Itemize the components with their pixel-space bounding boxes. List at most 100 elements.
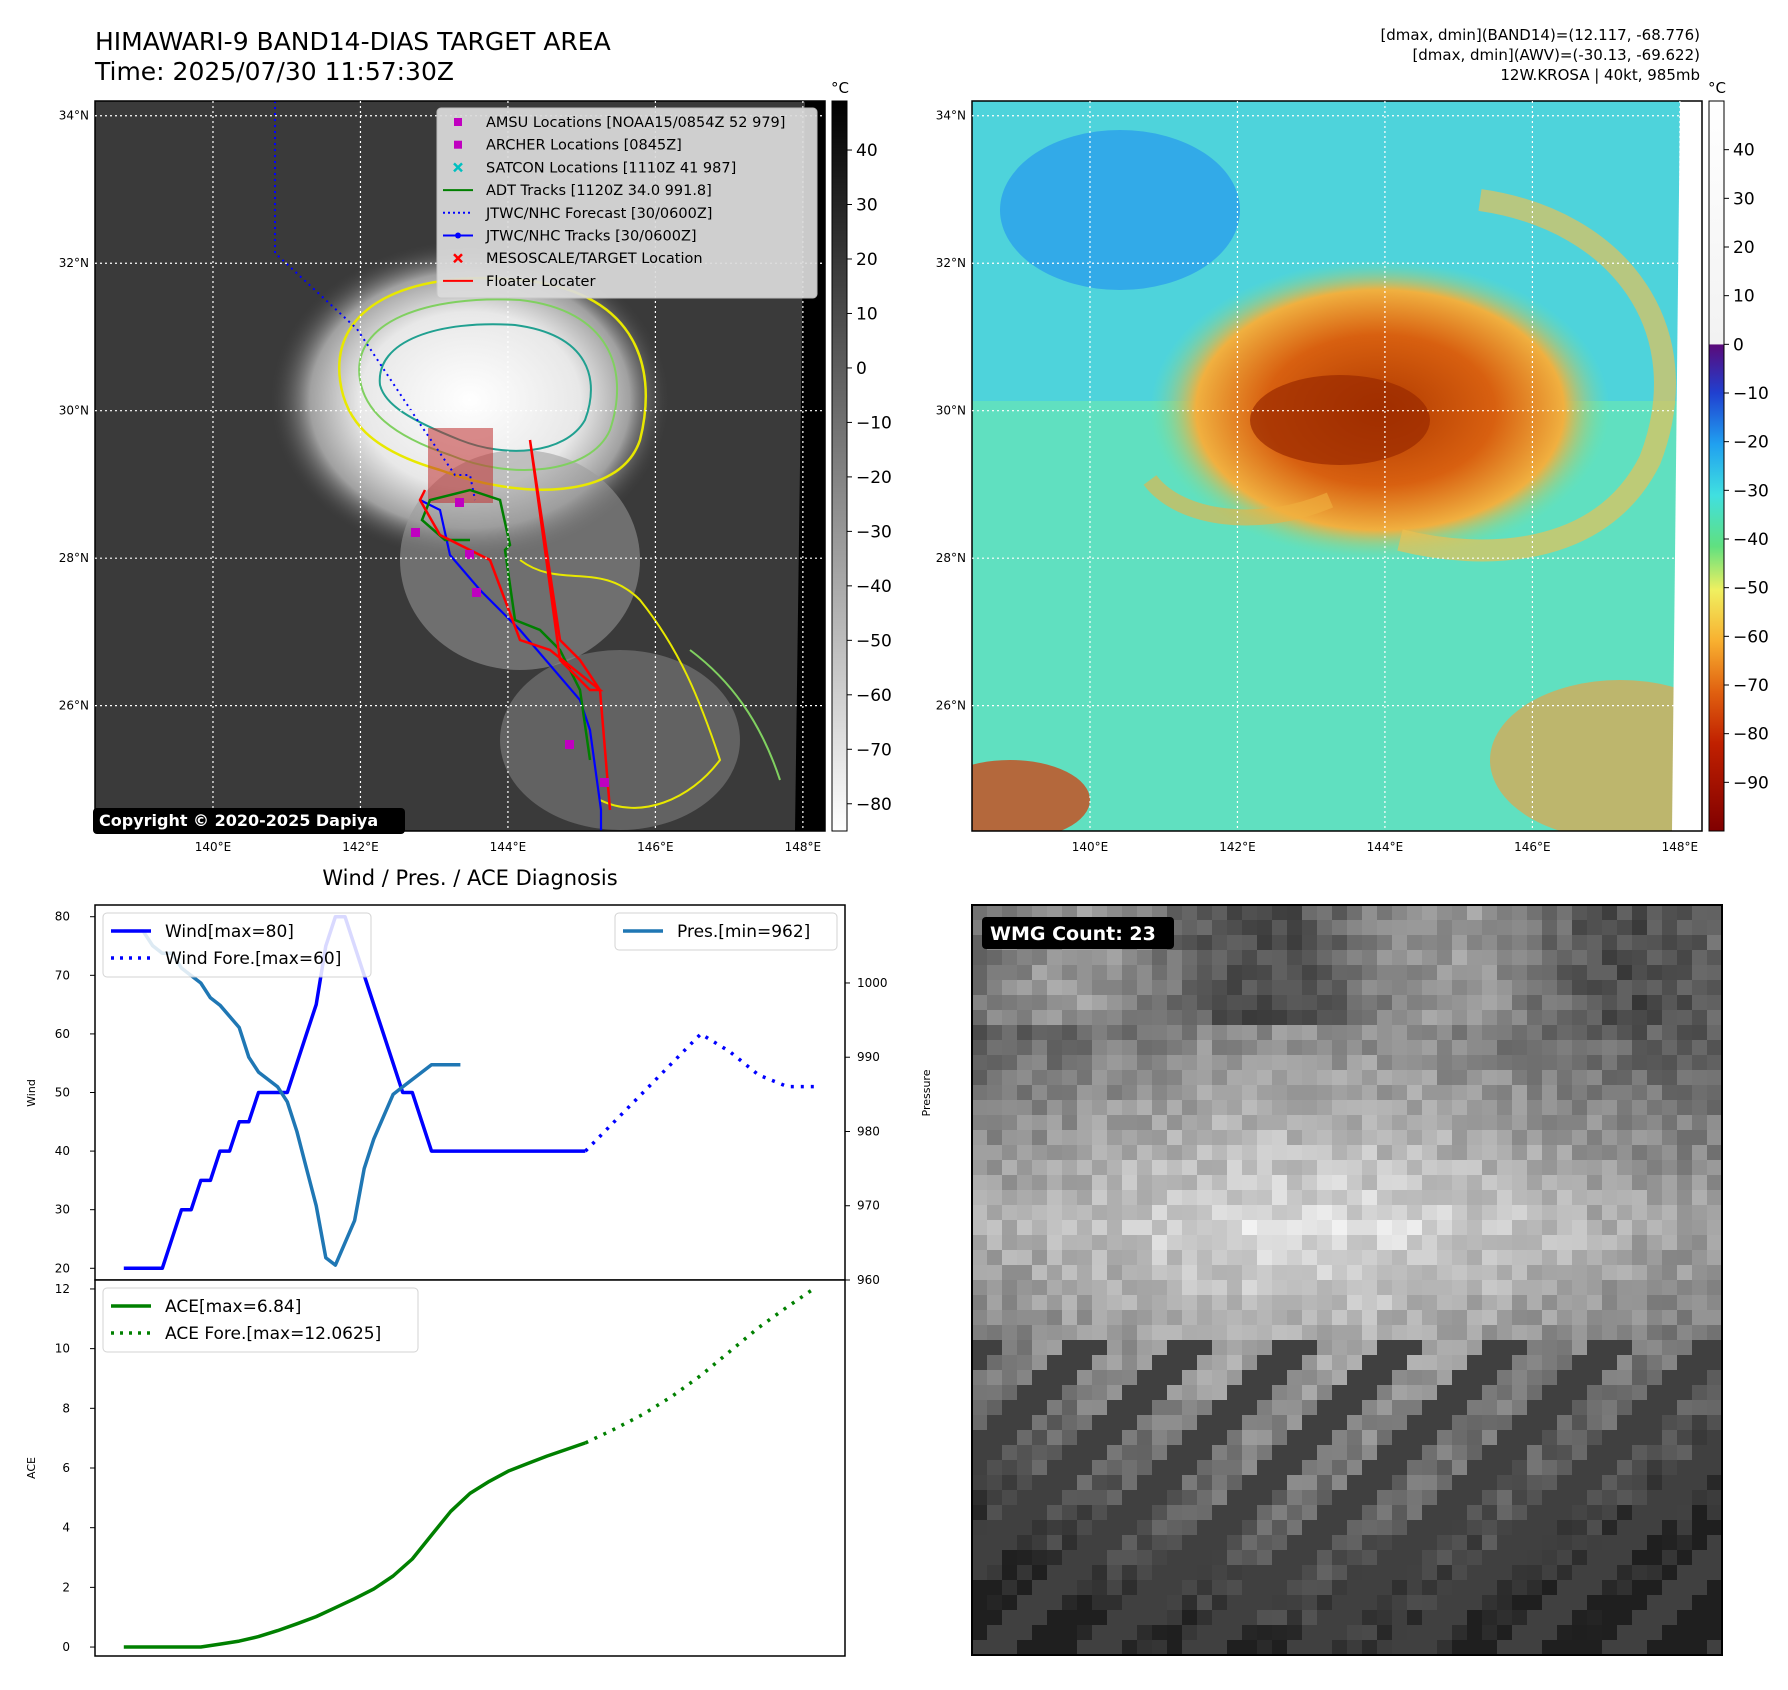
lat-tick-label: 32°N: [936, 256, 966, 270]
lon-tick-label: 146°E: [1514, 840, 1551, 854]
lat-tick-label: 34°N: [936, 109, 966, 123]
legend-marker-square: [454, 118, 462, 126]
y-tick-label: 6: [62, 1461, 70, 1475]
stats-line-1: [dmax, dmin](BAND14)=(12.117, -68.776): [1380, 26, 1700, 44]
adt-track: [420, 488, 592, 761]
colorbar-tick-label: −10: [1733, 384, 1769, 404]
pressure-legend: Pres.[min=962]: [614, 912, 838, 951]
colorbar-tick-label: −40: [856, 577, 892, 597]
colorbar-tick-label: −40: [1733, 530, 1769, 550]
colorbar-tick-label: 10: [856, 304, 878, 324]
colorbar-tick-label: −50: [1733, 579, 1769, 599]
copyright-text: Copyright © 2020-2025 Dapiya: [99, 811, 378, 830]
legend-marker-square: [454, 140, 462, 149]
lat-tick-label: 28°N: [936, 551, 966, 565]
lon-tick-label: 148°E: [785, 840, 822, 854]
lon-tick-label: 142°E: [1219, 840, 1256, 854]
wv-colorbar: °C 40 30 20 10 0 −10 −20 −30 −40 −50 −60 −70 −80 −90: [1708, 79, 1769, 832]
wv-colorbar-unit: °C: [1708, 79, 1726, 97]
lat-tick-label: 32°N: [59, 256, 89, 270]
colorbar-tick-label: −10: [856, 413, 892, 433]
target-box: [428, 428, 493, 503]
forecast-track: [274, 101, 476, 501]
wv-axis-labels: 140°E 142°E 144°E 146°E 148°E 34°N 32°N 30°N 28°…: [936, 109, 1698, 854]
y-tick-label: 70: [55, 968, 70, 982]
y-tick-label: 30: [55, 1203, 70, 1217]
lat-tick-label: 26°N: [59, 699, 89, 713]
legend-marker-dot: [455, 232, 461, 239]
pressure-axis-label: Pressure: [920, 1069, 933, 1116]
legend-label: AMSU Locations [NOAA15/0854Z 52 979]: [486, 115, 785, 131]
colorbar-tick-label: −80: [1733, 725, 1769, 745]
colorbar-tick-label: −70: [1733, 676, 1769, 696]
y-tick-label: 4: [62, 1521, 70, 1535]
y-tick-label: 60: [55, 1027, 70, 1041]
lon-tick-label: 144°E: [1367, 840, 1404, 854]
colorbar-tick-label: 30: [856, 196, 878, 216]
legend-marker-x: [453, 253, 463, 264]
y-tick-label: 20: [55, 1261, 70, 1275]
ir-axis-labels: 140°E 142°E 144°E 146°E 148°E 34°N 32°N 30°N 28°…: [59, 109, 821, 854]
ir-colorbar: °C 40 30 20 10 0 −10 −20 −30 −40 −50 −60 −70 −80: [831, 79, 892, 832]
y2-tick-label: 970: [857, 1199, 880, 1213]
ace-chart: 0 2 4 6 8 10 12 ACE ACE[max=6.84] ACE Fore.[ma…: [25, 1279, 846, 1657]
y2-tick-label: 960: [857, 1273, 880, 1287]
colorbar-tick-label: −80: [856, 795, 892, 815]
ace-axis-label: ACE: [25, 1457, 38, 1479]
legend-marker-x: [453, 162, 463, 173]
figure-time: Time: 2025/07/30 11:57:30Z: [94, 57, 454, 86]
lon-tick-label: 146°E: [637, 840, 674, 854]
copyright-box: Copyright © 2020-2025 Dapiya: [93, 808, 405, 834]
y-tick-label: 8: [62, 1401, 70, 1415]
colorbar-tick-label: −30: [856, 522, 892, 542]
colorbar-tick-label: −20: [856, 468, 892, 488]
colorbar-tick-label: 20: [1733, 238, 1755, 258]
y-tick-label: 10: [55, 1342, 70, 1356]
y2-tick-label: 1000: [857, 976, 888, 990]
amsu-points: [411, 498, 609, 787]
wind-pressure-chart: 20 30 40 50 60 70 80 960 970 980 990 1000 Wind Pres…: [25, 904, 933, 1287]
ir-colorbar-unit: °C: [831, 79, 849, 97]
colorbar-tick-label: −50: [856, 631, 892, 651]
ace-forecast-legend-label: ACE Fore.[max=12.0625]: [165, 1324, 381, 1344]
lat-tick-label: 28°N: [59, 551, 89, 565]
ace-legend-label: ACE[max=6.84]: [165, 1297, 301, 1317]
colorbar-tick-label: −30: [1733, 481, 1769, 501]
wv-panel: 140°E 142°E 144°E 146°E 148°E 34°N 32°N 30°N 28°…: [936, 79, 1769, 854]
colorbar-tick-label: 30: [1733, 189, 1755, 209]
colorbar-tick-label: 20: [856, 250, 878, 270]
lon-tick-label: 142°E: [342, 840, 379, 854]
y-tick-label: 40: [55, 1144, 70, 1158]
diagnosis-title: Wind / Pres. / ACE Diagnosis: [322, 866, 617, 890]
y-tick-label: 80: [55, 910, 70, 924]
colorbar-tick-label: 40: [856, 141, 878, 161]
y-tick-label: 2: [62, 1580, 70, 1594]
y-tick-label: 0: [62, 1640, 70, 1654]
colorbar-tick-label: 0: [856, 359, 867, 379]
wmg-panel: WMG Count: 23: [971, 904, 1723, 1656]
series-line-0: [123, 1441, 586, 1649]
legend-label: MESOSCALE/TARGET Location: [486, 251, 703, 267]
lon-tick-label: 140°E: [1072, 840, 1109, 854]
y-tick-label: 50: [55, 1086, 70, 1100]
colorbar-tick-label: 0: [1733, 335, 1744, 355]
colorbar-tick-label: −70: [856, 740, 892, 760]
figure-title: HIMAWARI-9 BAND14-DIAS TARGET AREA: [95, 27, 611, 56]
ace-legend: ACE[max=6.84] ACE Fore.[max=12.0625]: [102, 1287, 419, 1353]
wind-axis-label: Wind: [25, 1079, 38, 1107]
lat-tick-label: 34°N: [59, 109, 89, 123]
y-tick-label: 12: [55, 1282, 70, 1296]
lat-tick-label: 30°N: [59, 404, 89, 418]
legend-label: ARCHER Locations [0845Z]: [486, 138, 682, 154]
series-line-1: [584, 1285, 818, 1445]
stats-line-3: 12W.KROSA | 40kt, 985mb: [1500, 66, 1700, 84]
colorbar-tick-label: −60: [1733, 627, 1769, 647]
legend-label: SATCON Locations [1110Z 41 987]: [486, 160, 736, 176]
legend-label: ADT Tracks [1120Z 34.0 991.8]: [486, 183, 712, 199]
wv-gridlines: [972, 101, 1702, 831]
colorbar-tick-label: 10: [1733, 287, 1755, 307]
best-track: [419, 499, 603, 831]
wind-legend: Wind[max=80] Wind Fore.[max=60]: [102, 912, 372, 978]
colorbar-tick-label: −20: [1733, 433, 1769, 453]
